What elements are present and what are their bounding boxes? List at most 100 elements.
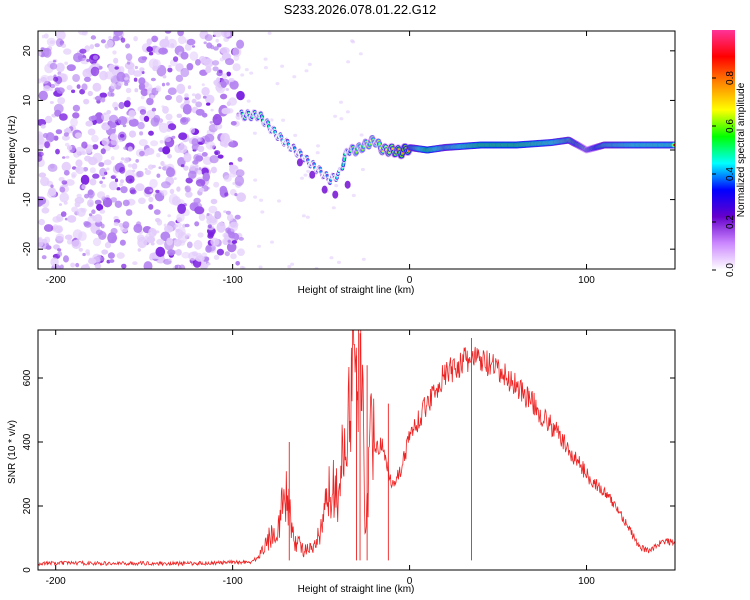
noise-speckle [128,110,136,117]
noise-speckle [38,51,42,56]
noise-speckle [213,181,220,188]
noise-speckle [66,64,76,72]
noise-speckle [219,185,228,195]
noise-speckle [88,258,97,265]
noise-speckle [72,112,80,119]
noise-speckle [87,128,96,136]
noise-speckle [139,131,144,136]
noise-speckle [194,206,205,215]
noise-speckle [149,189,153,192]
noise-speckle [120,157,125,161]
noise-speckle [175,74,184,82]
noise-speckle [173,56,179,62]
noise-speckle [53,60,57,63]
noise-speckle [210,237,220,246]
noise-speckle [94,43,100,48]
noise-speckle [64,61,68,65]
noise-speckle [229,166,235,173]
noise-speckle [210,198,218,205]
noise-speckle [253,178,258,182]
noise-speckle [92,152,103,163]
heatmap-y-axis-label: Frequency (Hz) [7,116,18,185]
noise-speckle [171,135,176,139]
noise-speckle [43,85,51,92]
noise-speckle [66,85,73,91]
noise-speckle [44,141,50,149]
noise-speckle [146,97,154,106]
noise-speckle [38,151,44,157]
noise-speckle [82,252,86,257]
noise-speckle [220,47,230,55]
noise-speckle [55,148,60,155]
noise-speckle [235,113,242,120]
noise-speckle [277,199,281,203]
noise-speckle [79,48,87,54]
noise-speckle [185,233,191,238]
noise-speckle [80,151,87,155]
noise-speckle [144,147,155,155]
noise-speckle [75,167,81,173]
colorbar-tick-label: 0.8 [725,71,736,85]
noise-speckle [87,90,94,97]
noise-speckle [178,264,186,269]
noise-speckle [210,108,214,112]
noise-speckle [221,107,231,115]
noise-speckle [114,200,123,208]
noise-speckle [112,236,118,241]
noise-speckle [176,113,183,119]
noise-speckle [58,203,63,206]
ridge-blob [309,170,316,179]
noise-speckle [169,188,175,194]
noise-speckle [107,252,115,259]
noise-speckle [174,224,178,228]
noise-speckle [176,186,181,192]
noise-speckle [189,127,196,134]
noise-speckle [167,87,177,95]
noise-speckle [43,224,54,232]
noise-speckle [161,82,166,87]
noise-speckle [71,171,77,178]
noise-speckle [213,79,220,86]
noise-speckle [83,98,90,105]
noise-speckle [49,101,54,104]
noise-speckle [187,85,192,90]
noise-speckle [153,209,161,215]
noise-speckle [72,104,80,112]
noise-speckle [159,38,170,48]
noise-speckle [136,170,144,178]
noise-speckle [135,159,139,163]
noise-speckle [290,262,295,266]
noise-speckle [184,93,189,98]
noise-speckle [155,218,161,223]
noise-speckle [193,154,200,162]
noise-speckle [198,187,205,192]
noise-speckle [166,237,174,246]
noise-speckle [158,47,169,55]
noise-speckle [150,242,155,246]
noise-speckle [120,37,126,43]
noise-speckle [270,240,274,244]
noise-speckle [234,175,245,187]
noise-speckle [104,71,114,80]
noise-speckle [143,115,150,122]
noise-speckle [195,101,203,108]
noise-speckle [89,167,96,174]
noise-speckle [146,46,153,53]
noise-speckle [303,173,308,177]
noise-speckle [72,74,80,82]
noise-speckle [98,231,107,240]
noise-speckle [88,213,93,217]
ridge-blob [344,180,351,189]
noise-speckle [155,87,160,92]
noise-speckle [52,216,61,223]
noise-speckle [87,189,94,196]
noise-speckle [227,239,231,243]
noise-speckle [94,112,104,124]
noise-speckle [118,66,125,74]
noise-speckle [114,178,119,183]
noise-speckle [132,261,138,266]
noise-speckle [258,265,263,269]
noise-speckle [143,261,153,269]
noise-speckle [113,31,123,37]
noise-speckle [194,93,202,100]
